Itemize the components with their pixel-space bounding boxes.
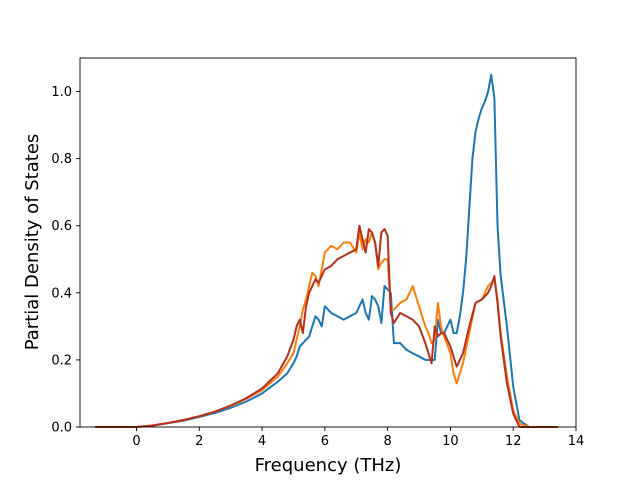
y-axis: 0.0 0.2 0.4 0.6 0.8 1.0	[51, 85, 80, 436]
y-tick-label: 0.2	[51, 353, 72, 368]
x-tick-label: 0	[132, 434, 140, 449]
y-tick-label: 0.4	[51, 286, 72, 301]
x-tick-label: 14	[568, 434, 585, 449]
series-line-3	[94, 224, 559, 428]
x-tick-label: 10	[442, 434, 459, 449]
y-tick-label: 0.8	[51, 152, 72, 167]
series-layer	[94, 73, 559, 428]
y-axis-label: Partial Density of States	[22, 134, 43, 351]
series-line-1	[94, 73, 559, 428]
x-tick-label: 4	[258, 434, 266, 449]
plot-area	[80, 58, 576, 427]
y-tick-label: 1.0	[51, 85, 72, 100]
x-tick-label: 6	[321, 434, 329, 449]
x-tick-label: 2	[195, 434, 203, 449]
axes-frame	[79, 57, 577, 428]
y-tick-label: 0.6	[51, 219, 72, 234]
y-tick-label: 0.0	[51, 421, 72, 436]
x-tick-label: 8	[384, 434, 392, 449]
x-axis-label: Frequency (THz)	[255, 455, 402, 476]
x-tick-label: 12	[505, 434, 522, 449]
x-axis: 0 2 4 6 8 10 12 14	[132, 427, 584, 449]
